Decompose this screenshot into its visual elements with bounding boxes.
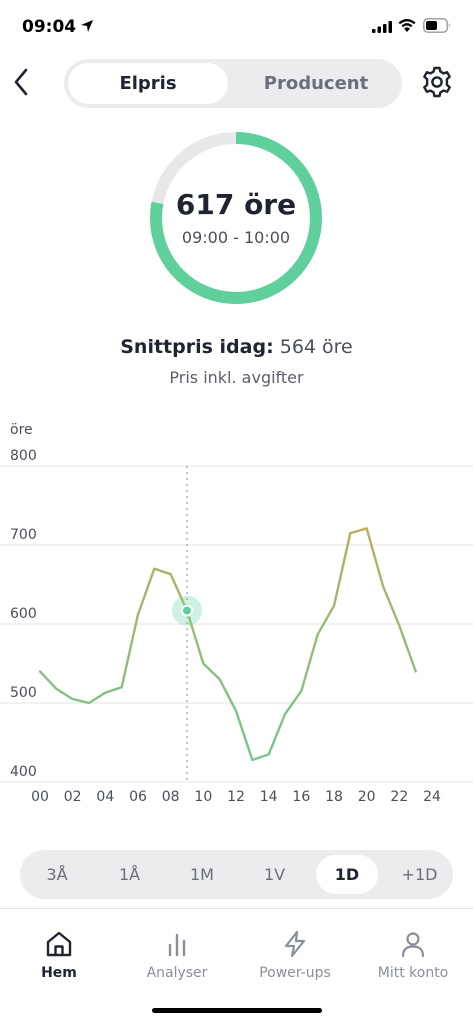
range-option[interactable]: 3Å (46, 865, 68, 884)
x-tick-label: 24 (423, 789, 441, 805)
x-tick-label: 00 (31, 789, 49, 805)
tab-label-mitt-konto: Mitt konto (377, 965, 449, 981)
status-bar: 09:04 (0, 0, 473, 54)
current-price: 617 öre (175, 188, 297, 221)
gear-icon (423, 66, 451, 98)
segment-elpris[interactable]: Elpris (68, 63, 228, 104)
location-arrow-icon (81, 20, 93, 32)
chevron-left-icon (14, 68, 28, 96)
wifi-icon (398, 19, 416, 32)
cellular-signal-icon (372, 21, 392, 33)
range-option[interactable]: 1D (316, 855, 378, 894)
y-tick-label: 700 (10, 527, 37, 543)
time-range-selector: 3Å 1Å 1M 1V 1D +1D (20, 850, 453, 899)
price-gauge (150, 132, 322, 304)
x-tick-label: 04 (96, 789, 114, 805)
tab-label-hem: Hem (41, 965, 77, 981)
x-tick-label: 22 (390, 789, 408, 805)
home-icon (46, 931, 72, 957)
x-tick-label: 18 (325, 789, 343, 805)
x-tick-label: 20 (358, 789, 376, 805)
tab-hem[interactable]: Hem (0, 929, 118, 989)
tab-mitt-konto[interactable]: Mitt konto (354, 929, 472, 989)
tab-analyser[interactable]: Analyser (118, 929, 236, 989)
tab-bar: Hem Analyser Power-ups Mitt konto (0, 908, 473, 1024)
y-tick-label: 500 (10, 685, 37, 701)
battery-icon (423, 18, 450, 33)
tab-label-analyser: Analyser (146, 965, 208, 981)
bar-chart-icon (168, 933, 186, 957)
average-price-line: Snittpris idag: 564 öre (0, 336, 473, 358)
x-tick-label: 10 (194, 789, 212, 805)
x-tick-label: 02 (64, 789, 82, 805)
y-tick-label: 800 (10, 448, 37, 464)
price-series-line (38, 527, 417, 762)
gauge-progress-arc (150, 132, 322, 304)
segmented-control: Elpris Producent (64, 59, 402, 108)
current-time-range: 09:00 - 10:00 (181, 228, 291, 247)
range-option[interactable]: +1D (401, 865, 438, 884)
current-point (181, 604, 193, 617)
price-subtitle: Pris inkl. avgifter (169, 368, 304, 387)
lightning-icon (284, 930, 306, 958)
x-tick-label: 08 (162, 789, 180, 805)
status-time: 09:04 (22, 17, 77, 37)
x-tick-label: 12 (227, 789, 245, 805)
segment-producent[interactable]: Producent (263, 73, 369, 94)
range-option[interactable]: 1V (263, 865, 286, 884)
tab-power-ups[interactable]: Power-ups (236, 929, 354, 989)
settings-button[interactable] (420, 65, 454, 99)
user-icon (401, 932, 425, 958)
range-option[interactable]: 1M (190, 865, 214, 884)
x-tick-label: 16 (292, 789, 310, 805)
y-axis-unit: öre (10, 422, 33, 438)
y-tick-label: 400 (10, 764, 37, 780)
y-tick-label: 600 (10, 606, 37, 622)
average-price-label: Snittpris idag: (120, 336, 274, 358)
price-chart[interactable]: öre 400 500 600 700 800 00 02 04 06 08 10 12 14 16 18… (0, 412, 473, 812)
x-tick-label: 06 (129, 789, 147, 805)
range-option[interactable]: 1Å (118, 865, 141, 884)
back-button[interactable] (6, 64, 36, 100)
x-tick-label: 14 (260, 789, 278, 805)
tab-label-power-ups: Power-ups (259, 965, 331, 981)
average-price-value: 564 öre (279, 336, 353, 358)
home-indicator (152, 1008, 322, 1013)
